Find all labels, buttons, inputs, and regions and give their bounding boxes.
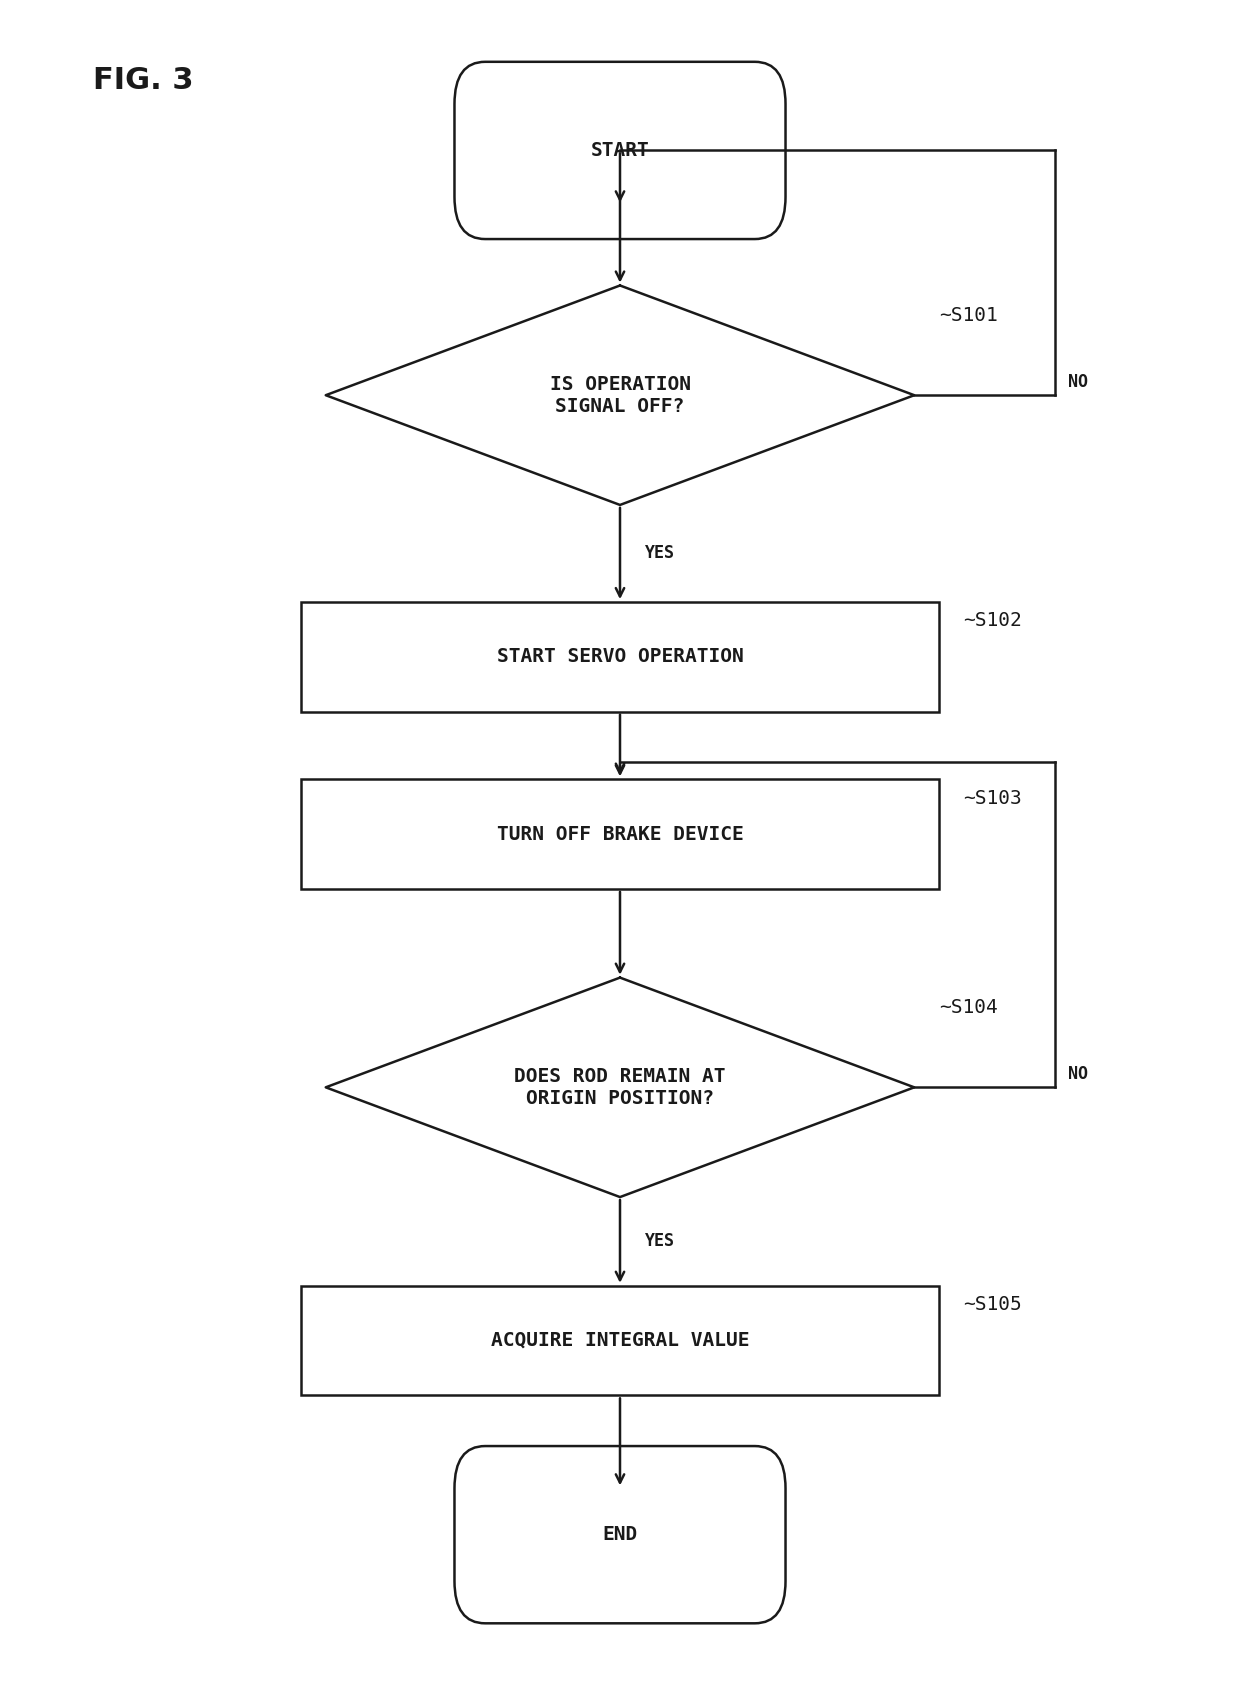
FancyBboxPatch shape [455,1447,785,1624]
Bar [301,603,939,711]
Text: ~S102: ~S102 [963,611,1022,630]
Text: TURN OFF BRAKE DEVICE: TURN OFF BRAKE DEVICE [497,824,743,844]
Polygon shape [326,286,914,505]
Text: NO: NO [1068,1065,1087,1082]
Text: START: START [590,141,650,160]
Bar [301,1285,939,1396]
Text: YES: YES [645,1232,675,1251]
Text: NO: NO [1068,373,1087,391]
FancyBboxPatch shape [455,61,785,238]
Text: FIG. 3: FIG. 3 [93,66,193,95]
Text: ~S105: ~S105 [963,1295,1022,1314]
Text: DOES ROD REMAIN AT
ORIGIN POSITION?: DOES ROD REMAIN AT ORIGIN POSITION? [515,1067,725,1108]
Bar [301,780,939,888]
Text: IS OPERATION
SIGNAL OFF?: IS OPERATION SIGNAL OFF? [549,374,691,415]
Text: ACQUIRE INTEGRAL VALUE: ACQUIRE INTEGRAL VALUE [491,1331,749,1350]
Text: ~S103: ~S103 [963,788,1022,808]
Text: END: END [603,1525,637,1544]
Polygon shape [326,977,914,1197]
Text: ~S101: ~S101 [939,306,997,325]
Text: ~S104: ~S104 [939,997,997,1018]
Text: YES: YES [645,545,675,562]
Text: START SERVO OPERATION: START SERVO OPERATION [497,647,743,667]
